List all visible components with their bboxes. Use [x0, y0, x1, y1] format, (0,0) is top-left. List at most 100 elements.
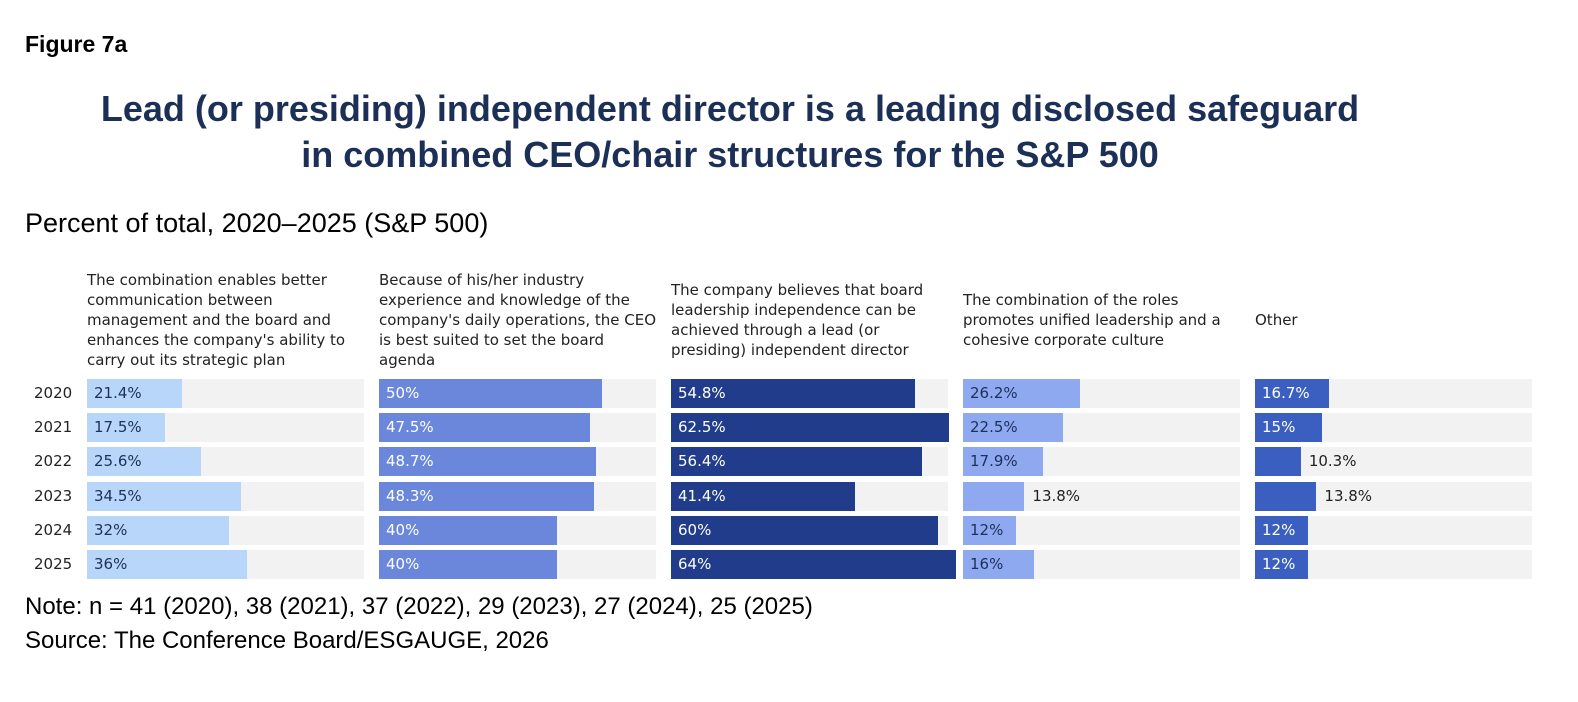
series-header-3: The company believes that board leadersh… [671, 281, 924, 359]
bar-track-3-2020: 54.8% [671, 379, 948, 408]
bar-track-4-2023: 13.8% [963, 481, 1240, 511]
bar-1-2021 [87, 413, 165, 443]
bar-track-5-2024: 12% [1255, 515, 1532, 545]
bar-5-2022 [1255, 447, 1301, 477]
bar-track-5-2022: 10.3% [1255, 447, 1532, 477]
bar-track-2-2025: 40% [379, 550, 656, 579]
data-label-2-2023: 48.3% [386, 486, 434, 505]
chart-title: Lead (or presiding) independent director… [0, 86, 1460, 178]
series-header-5: Other [1255, 311, 1298, 329]
data-label-1-2021: 17.5% [94, 418, 142, 437]
bar-track-2-2023: 48.3% [379, 481, 656, 511]
series-header-1: The combination enables better communica… [87, 271, 346, 369]
bar-track-2-2024: 40% [379, 515, 656, 545]
bar-3-2024 [671, 515, 938, 545]
data-label-3-2023: 41.4% [678, 486, 726, 505]
bar-track-4-2025: 16% [963, 550, 1240, 579]
bar-2-2020 [379, 379, 602, 408]
data-label-4-2021: 22.5% [970, 418, 1018, 437]
year-label-2024: 2024 [34, 520, 73, 539]
bar-2-2023 [379, 481, 594, 511]
bar-track-1-2021: 17.5% [87, 413, 364, 443]
bar-track-1-2025: 36% [87, 550, 364, 579]
bar-track-1-2022: 25.6% [87, 447, 364, 477]
data-label-4-2020: 26.2% [970, 384, 1018, 402]
data-label-5-2020: 16.7% [1262, 384, 1310, 402]
bar-3-2021 [671, 413, 950, 443]
bar-track-3-2023: 41.4% [671, 481, 948, 511]
data-label-2-2021: 47.5% [386, 418, 434, 437]
note-text: Note: n = 41 (2020), 38 (2021), 37 (2022… [25, 593, 813, 620]
bar-1-2020 [87, 379, 183, 408]
chart-subtitle: Percent of total, 2020–2025 (S&P 500) [25, 208, 489, 238]
bar-2-2024 [379, 515, 557, 545]
bar-5-2020 [1255, 379, 1330, 408]
bar-5-2023 [1255, 481, 1317, 511]
bar-track-3-2024: 60% [671, 515, 948, 545]
figure-label: Figure 7a [25, 31, 128, 57]
bar-5-2021 [1255, 413, 1322, 443]
year-label-2020: 2020 [34, 384, 73, 402]
chart-title-line-1: Lead (or presiding) independent director… [100, 88, 1360, 129]
data-label-1-2023: 34.5% [94, 486, 142, 505]
series-header-2: Because of his/her industry experience a… [379, 271, 657, 369]
year-label-2025: 2025 [34, 555, 73, 573]
bar-3-2025 [671, 550, 956, 579]
bar-2-2022 [379, 447, 596, 477]
bar-track-3-2022: 56.4% [671, 447, 948, 477]
bar-4-2023 [963, 481, 1025, 511]
bar-3-2023 [671, 481, 856, 511]
data-label-5-2022: 10.3% [1308, 452, 1357, 471]
bar-4-2022 [963, 447, 1043, 477]
data-label-4-2023: 13.8% [1032, 486, 1081, 505]
year-label-2023: 2023 [34, 486, 73, 505]
bar-3-2022 [671, 447, 922, 477]
data-label-1-2024: 32% [94, 520, 128, 539]
bar-track-2-2021: 47.5% [379, 413, 656, 443]
chart-title-line-2: in combined CEO/chair structures for the… [301, 134, 1159, 175]
bar-4-2024 [963, 515, 1017, 545]
bar-track-2-2022: 48.7% [379, 447, 656, 477]
data-label-1-2025: 36% [94, 555, 128, 573]
data-label-4-2024: 12% [970, 520, 1004, 539]
chart-notes: Note: n = 41 (2020), 38 (2021), 37 (2022… [25, 590, 813, 658]
data-label-3-2024: 60% [678, 520, 712, 539]
data-label-3-2020: 54.8% [678, 384, 726, 402]
data-label-5-2024: 12% [1262, 520, 1296, 539]
bar-4-2021 [963, 413, 1064, 443]
bar-track-5-2025: 12% [1255, 550, 1532, 579]
data-label-5-2021: 15% [1262, 418, 1296, 437]
bar-track-4-2024: 12% [963, 515, 1240, 545]
bar-1-2023 [87, 481, 241, 511]
data-label-5-2023: 13.8% [1324, 486, 1373, 505]
data-label-2-2024: 40% [386, 520, 420, 539]
bar-2-2025 [379, 550, 557, 579]
data-label-4-2022: 17.9% [970, 452, 1018, 471]
bar-1-2024 [87, 515, 230, 545]
bar-track-1-2020: 21.4% [87, 379, 364, 408]
bar-1-2022 [87, 447, 201, 477]
bar-track-1-2024: 32% [87, 515, 364, 545]
data-label-1-2022: 25.6% [94, 452, 142, 471]
data-label-2-2022: 48.7% [386, 452, 434, 471]
data-label-2-2025: 40% [386, 555, 420, 573]
bar-5-2024 [1255, 515, 1309, 545]
bar-track-1-2023: 34.5% [87, 481, 364, 511]
bar-1-2025 [87, 550, 248, 579]
data-label-5-2025: 12% [1262, 555, 1296, 573]
data-label-3-2022: 56.4% [678, 452, 726, 471]
source-text: Source: The Conference Board/ESGAUGE, 20… [25, 627, 549, 654]
bar-4-2020 [963, 379, 1080, 408]
bar-track-5-2021: 15% [1255, 413, 1532, 443]
bar-track-4-2020: 26.2% [963, 379, 1240, 408]
series-header-4: The combination of the roles promotes un… [963, 291, 1221, 349]
bar-5-2025 [1255, 550, 1309, 579]
bar-track-4-2021: 22.5% [963, 413, 1240, 443]
data-label-3-2021: 62.5% [678, 418, 726, 437]
bar-track-5-2023: 13.8% [1255, 481, 1532, 511]
bar-track-3-2021: 62.5% [671, 413, 950, 443]
data-label-4-2025: 16% [970, 555, 1004, 573]
bar-3-2020 [671, 379, 915, 408]
bar-track-5-2020: 16.7% [1255, 379, 1532, 408]
bar-track-2-2020: 50% [379, 379, 656, 408]
